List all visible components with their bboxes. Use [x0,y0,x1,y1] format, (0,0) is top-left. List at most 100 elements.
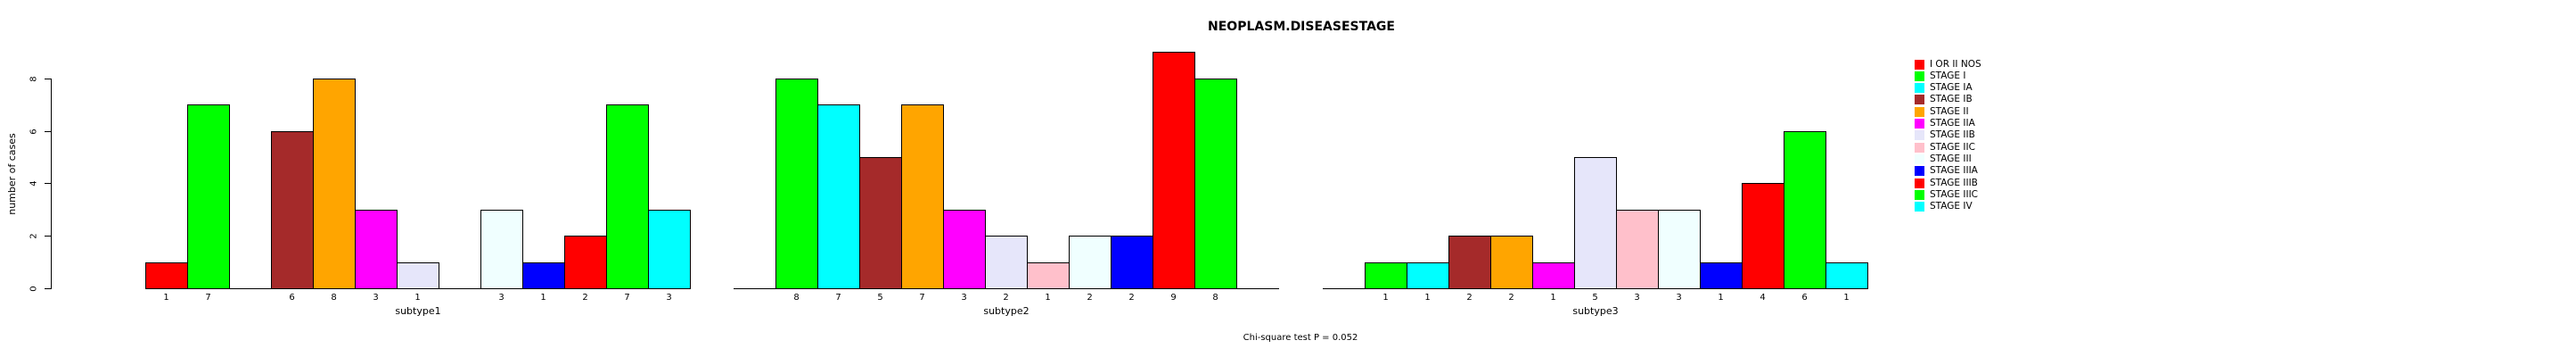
bar-value-label: 3 [1634,293,1640,303]
panel-caption-subtype2: subtype2 [983,305,1030,317]
legend-swatch-stage-ia [1915,83,1924,94]
bar-value-label: 8 [793,293,800,303]
bar-stage-iiib [564,236,607,289]
panel-caption-subtype3: subtype3 [1572,305,1619,317]
legend-label: STAGE IB [1930,94,1973,105]
bar-value-label: 1 [414,293,421,303]
legend-label: STAGE IV [1930,201,1973,212]
panel-caption-subtype1: subtype1 [395,305,441,317]
bar-value-label: 3 [666,293,672,303]
bar-stage-i [1365,262,1407,289]
legend-label: STAGE IIC [1930,141,1975,153]
y-tick-mark [45,130,51,132]
bar-value-label: 1 [1424,293,1431,303]
bar-stage-iic [1616,209,1659,289]
bar-stage-iiic [1784,130,1826,289]
chi-square-note: Chi-square test P = 0.052 [1243,333,1358,343]
bar-value-label: 1 [1045,293,1051,303]
bar-value-label: 2 [1003,293,1009,303]
bar-stage-iiic [1194,78,1237,289]
legend-swatch-stage-iia [1915,119,1924,129]
bar-value-label: 7 [835,293,841,303]
y-axis-label: number of cases [6,133,18,215]
bar-value-label: 3 [961,293,967,303]
y-tick-label: 0 [29,286,38,292]
bar-stage-ii [1490,236,1533,289]
legend-label: STAGE IIIC [1930,188,1978,200]
bar-value-label: 5 [877,293,883,303]
bar-value-label: 1 [1718,293,1724,303]
legend-label: STAGE IIA [1930,118,1975,129]
y-tick-label: 2 [29,233,38,239]
legend-label: STAGE IA [1930,82,1973,94]
y-axis-line [51,78,52,289]
bar-stage-ia [817,104,860,289]
bar-stage-iii [1658,209,1701,289]
y-tick-label: 4 [29,180,38,187]
bar-stage-i [775,78,818,289]
bar-stage-iib [397,262,439,289]
bar-value-label: 3 [1676,293,1682,303]
legend-label: STAGE IIIB [1930,177,1978,188]
y-tick-mark [45,183,51,185]
bar-value-label: 2 [1508,293,1514,303]
legend-swatch-stage-iv [1915,202,1924,212]
bar-value-label: 2 [582,293,588,303]
bar-value-label: 5 [1592,293,1598,303]
bar-stage-iiia [1111,236,1153,289]
bar-stage-iiib [1153,52,1195,289]
bar-value-label: 7 [919,293,925,303]
legend-swatch-i-or-ii-nos [1915,59,1924,70]
bar-stage-ib [1448,236,1491,289]
bar-stage-iiia [1700,262,1743,289]
bar-value-label: 6 [1801,293,1808,303]
legend-swatch-stage-iiic [1915,189,1924,200]
bar-stage-iib [985,236,1028,289]
legend-swatch-stage-ib [1915,95,1924,105]
bar-stage-iiia [522,262,565,289]
legend-label: STAGE IIB [1930,129,1975,141]
bar-stage-iii [1069,236,1112,289]
legend-swatch-stage-iii [1915,154,1924,164]
legend-swatch-stage-iib [1915,130,1924,141]
bar-value-label: 1 [163,293,169,303]
bar-stage-ib [859,157,902,289]
bar-value-label: 1 [1550,293,1556,303]
bar-value-label: 3 [498,293,505,303]
bar-stage-ii [313,78,356,289]
y-tick-label: 6 [29,128,38,135]
bar-stage-iv [648,209,691,289]
legend-swatch-stage-i [1915,71,1924,81]
bar-value-label: 1 [1382,293,1389,303]
bar-stage-iiib [1742,183,1784,289]
bar-value-label: 8 [1212,293,1218,303]
bar-stage-ib [271,130,314,289]
chart-title: NEOPLASM.DISEASESTAGE [1208,20,1395,34]
bar-value-label: 9 [1170,293,1177,303]
bar-i-or-ii-nos [145,262,188,289]
bar-stage-iic [1027,262,1070,289]
bar-stage-iv [1825,262,1868,289]
bar-stage-ii [901,104,944,289]
bar-stage-iia [1532,262,1575,289]
bar-value-label: 2 [1128,293,1135,303]
legend-swatch-stage-iic [1915,142,1924,153]
y-tick-mark [45,288,51,289]
legend-label: STAGE II [1930,105,1969,117]
legend-swatch-stage-iiib [1915,178,1924,188]
y-tick-label: 8 [29,76,38,82]
y-tick-mark [45,236,51,237]
bar-value-label: 4 [1760,293,1766,303]
bar-stage-iia [355,209,398,289]
legend-swatch-stage-iiia [1915,166,1924,177]
bar-stage-i [187,104,230,289]
legend-label: STAGE III [1930,153,1972,164]
bar-value-label: 7 [624,293,630,303]
bar-value-label: 2 [1466,293,1473,303]
bar-value-label: 6 [289,293,295,303]
bar-stage-iia [943,209,986,289]
bar-value-label: 7 [205,293,211,303]
bar-stage-ia [1407,262,1449,289]
legend-label: STAGE IIIA [1930,165,1978,177]
legend-label: STAGE I [1930,70,1966,81]
